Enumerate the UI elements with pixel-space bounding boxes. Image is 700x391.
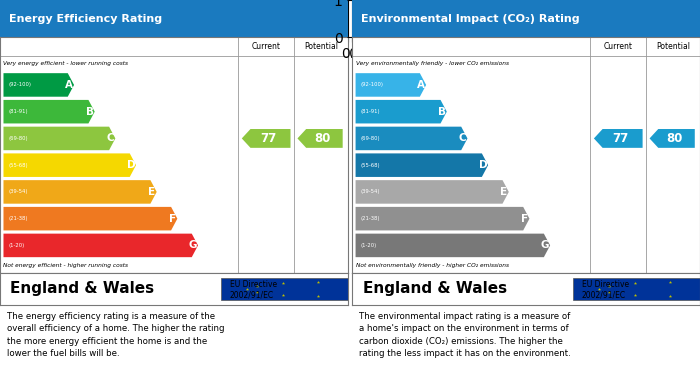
Text: D: D — [479, 160, 487, 170]
Polygon shape — [4, 100, 94, 124]
Polygon shape — [356, 234, 550, 257]
Text: Not energy efficient - higher running costs: Not energy efficient - higher running co… — [4, 264, 129, 268]
Text: Energy Efficiency Rating: Energy Efficiency Rating — [8, 14, 162, 23]
Polygon shape — [356, 127, 468, 150]
Text: EU Directive: EU Directive — [582, 280, 629, 289]
Polygon shape — [298, 129, 343, 148]
Text: 77: 77 — [612, 132, 629, 145]
Polygon shape — [4, 234, 198, 257]
Polygon shape — [4, 207, 177, 230]
Text: 80: 80 — [314, 132, 331, 145]
Bar — [220, 278, 416, 300]
Text: G: G — [541, 240, 550, 250]
Text: (1-20): (1-20) — [8, 243, 25, 248]
Text: F: F — [521, 213, 528, 224]
Text: Not environmentally friendly - higher CO₂ emissions: Not environmentally friendly - higher CO… — [356, 264, 509, 268]
Text: Current: Current — [603, 42, 633, 51]
Text: (21-38): (21-38) — [360, 216, 380, 221]
Polygon shape — [650, 129, 695, 148]
Text: (69-80): (69-80) — [8, 136, 28, 141]
Polygon shape — [241, 129, 290, 148]
Text: (55-68): (55-68) — [360, 163, 380, 168]
Polygon shape — [594, 129, 643, 148]
Text: England & Wales: England & Wales — [10, 282, 155, 296]
Text: Environmental Impact (CO₂) Rating: Environmental Impact (CO₂) Rating — [360, 14, 580, 23]
Polygon shape — [356, 180, 509, 204]
Text: Potential: Potential — [304, 42, 338, 51]
Text: Potential: Potential — [656, 42, 690, 51]
Text: (39-54): (39-54) — [360, 189, 380, 194]
Polygon shape — [356, 73, 426, 97]
Polygon shape — [4, 153, 136, 177]
Text: (81-91): (81-91) — [360, 109, 380, 114]
Text: A: A — [65, 80, 73, 90]
Text: EU Directive: EU Directive — [230, 280, 276, 289]
Text: A: A — [417, 80, 425, 90]
Text: B: B — [438, 107, 446, 117]
Text: B: B — [85, 107, 94, 117]
Text: (81-91): (81-91) — [8, 109, 28, 114]
Bar — [573, 278, 700, 300]
Text: F: F — [169, 213, 176, 224]
Text: (39-54): (39-54) — [8, 189, 28, 194]
Text: 80: 80 — [666, 132, 683, 145]
Text: Current: Current — [251, 42, 281, 51]
Text: (21-38): (21-38) — [8, 216, 28, 221]
Text: 2002/91/EC: 2002/91/EC — [230, 291, 274, 300]
Text: The environmental impact rating is a measure of
a home's impact on the environme: The environmental impact rating is a mea… — [359, 312, 570, 359]
Text: (1-20): (1-20) — [360, 243, 377, 248]
Text: E: E — [148, 187, 155, 197]
Text: E: E — [500, 187, 508, 197]
Polygon shape — [356, 100, 447, 124]
Polygon shape — [4, 73, 74, 97]
Polygon shape — [4, 180, 157, 204]
Text: (92-100): (92-100) — [8, 83, 32, 88]
Text: (92-100): (92-100) — [360, 83, 384, 88]
Text: The energy efficiency rating is a measure of the
overall efficiency of a home. T: The energy efficiency rating is a measur… — [7, 312, 225, 359]
Text: (69-80): (69-80) — [360, 136, 380, 141]
Polygon shape — [356, 153, 488, 177]
Text: 77: 77 — [260, 132, 277, 145]
Text: Very energy efficient - lower running costs: Very energy efficient - lower running co… — [4, 61, 129, 66]
Text: D: D — [127, 160, 135, 170]
Text: C: C — [106, 133, 114, 143]
Text: G: G — [189, 240, 197, 250]
Polygon shape — [356, 207, 529, 230]
Polygon shape — [4, 127, 116, 150]
Text: (55-68): (55-68) — [8, 163, 28, 168]
Text: C: C — [458, 133, 466, 143]
Text: England & Wales: England & Wales — [363, 282, 507, 296]
Text: 2002/91/EC: 2002/91/EC — [582, 291, 626, 300]
Text: Very environmentally friendly - lower CO₂ emissions: Very environmentally friendly - lower CO… — [356, 61, 509, 66]
